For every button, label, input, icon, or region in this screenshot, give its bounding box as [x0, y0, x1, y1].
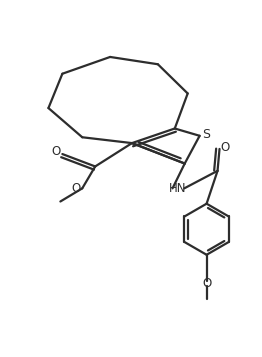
- Text: S: S: [202, 128, 210, 141]
- Text: O: O: [220, 141, 229, 154]
- Text: HN: HN: [169, 182, 187, 195]
- Text: O: O: [202, 277, 211, 290]
- Text: O: O: [51, 145, 61, 159]
- Text: O: O: [71, 182, 80, 195]
